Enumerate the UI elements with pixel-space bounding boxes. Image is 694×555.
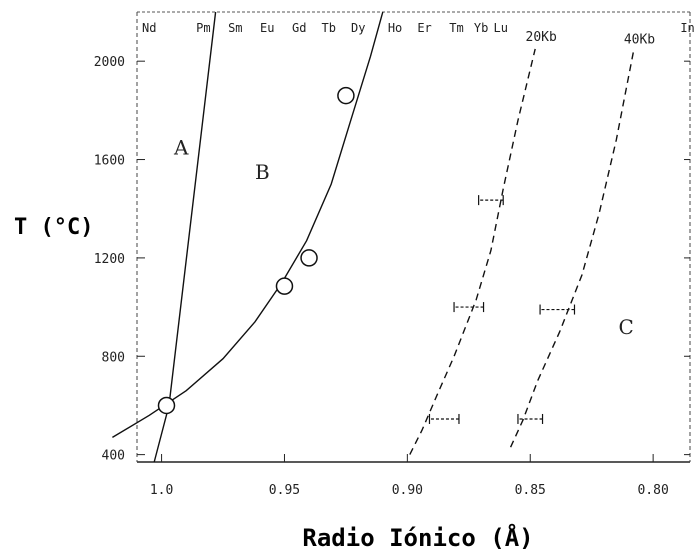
x-tick-label: 1.0 [150,483,173,498]
open-circle-marker [300,249,318,267]
boundary-line-1 [153,11,217,463]
top-axis-label: Er [417,21,431,35]
top-axis-label: Eu [260,21,274,35]
top-axis-label: Tb [321,21,335,35]
x-tick-label: 0.90 [392,483,423,498]
top-axis-label: Gd [292,21,306,35]
series-lines [112,11,635,463]
y-tick-label: 800 [102,350,125,365]
x-tick-label: 0.85 [515,483,546,498]
top-axis-label: In [680,21,694,35]
region-label: C [618,315,633,339]
region-label: A [173,136,189,160]
top-axis-label: Pm [196,21,210,35]
series-line-20kb [409,48,536,455]
boundary-line-2 [112,11,384,439]
series-label: 20Kb [526,30,557,45]
y-tick-label: 400 [102,449,125,464]
x-axis-label: Radio Iónico (Å) [302,523,533,552]
axis-ticks [137,60,690,462]
top-axis-label: Dy [351,21,365,35]
y-axis-label: T (°C) [14,215,93,240]
plot-frame [136,11,691,463]
open-circle-marker [275,277,294,295]
region-label: B [255,160,270,184]
x-tick-label: 0.95 [269,483,300,498]
top-axis-label: Nd [142,21,156,35]
top-axis-label: Yb [474,21,488,35]
series-label: 40Kb [624,32,655,47]
chart-labels: 400 800 1200 1600 2000 1.0 0.95 0.90 0.85 0.80 Nd P… [94,21,694,498]
y-tick-label: 2000 [94,55,125,70]
y-tick-label: 1200 [94,252,125,267]
top-axis-label: Lu [494,21,508,35]
series-line-40kb [509,51,635,448]
data-markers [157,86,576,424]
top-axis-label: Ho [388,21,402,35]
open-circle-marker [337,86,355,105]
y-tick-label: 1600 [94,154,125,169]
open-circle-marker [157,396,176,415]
top-axis-label: Sm [228,21,242,35]
x-tick-label: 0.80 [637,483,668,498]
top-axis-label: Tm [449,21,463,35]
